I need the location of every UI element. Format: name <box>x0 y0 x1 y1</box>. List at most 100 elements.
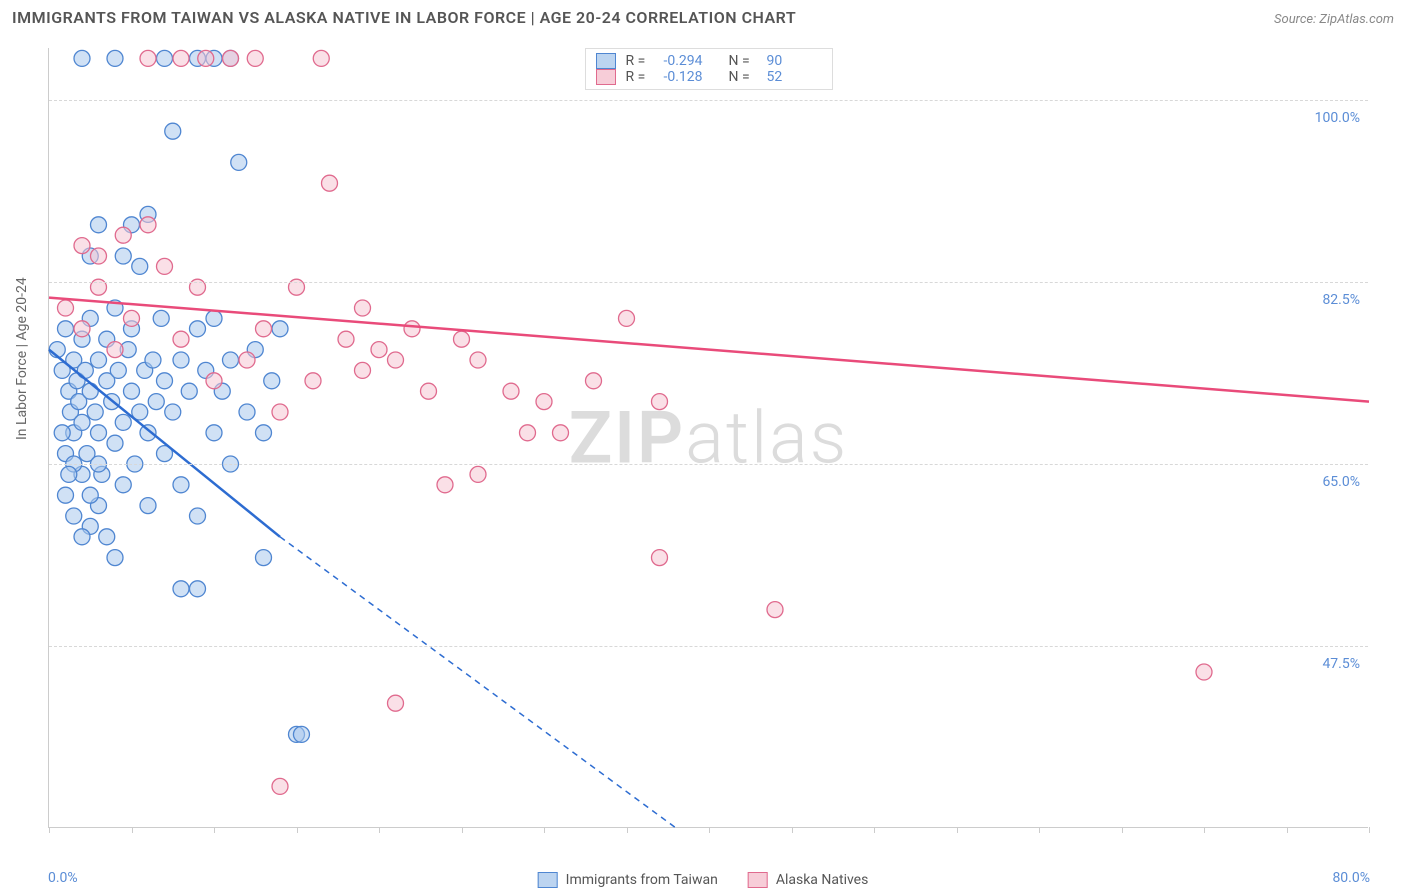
legend-swatch <box>538 872 558 888</box>
data-point <box>231 154 247 170</box>
data-point <box>190 321 206 337</box>
data-point <box>145 352 161 368</box>
x-tick <box>297 827 298 833</box>
data-point <box>247 50 263 66</box>
y-axis-title: In Labor Force | Age 20-24 <box>14 277 30 440</box>
data-point <box>190 581 206 597</box>
data-point <box>272 404 288 420</box>
legend-r-label: R = <box>626 69 654 85</box>
scatter-svg <box>49 48 1368 827</box>
data-point <box>173 581 189 597</box>
data-point <box>99 529 115 545</box>
legend-swatch <box>596 69 616 85</box>
data-point <box>124 310 140 326</box>
x-tick <box>1369 827 1370 833</box>
data-point <box>503 383 519 399</box>
gridline <box>49 100 1368 101</box>
y-tick-label: 47.5% <box>1322 656 1360 672</box>
data-point <box>388 695 404 711</box>
data-point <box>157 50 173 66</box>
data-point <box>58 487 74 503</box>
trendline-dashed <box>280 537 676 828</box>
data-point <box>74 321 90 337</box>
data-point <box>371 342 387 358</box>
data-point <box>140 498 156 514</box>
data-point <box>107 342 123 358</box>
data-point <box>87 404 103 420</box>
data-point <box>91 217 107 233</box>
x-axis-max-label: 80.0% <box>1332 870 1370 886</box>
x-tick <box>957 827 958 833</box>
legend-n-value: 90 <box>767 53 822 69</box>
series-legend-label: Alaska Natives <box>776 872 869 888</box>
series-legend: Immigrants from Taiwan Alaska Natives <box>538 872 869 888</box>
data-point <box>82 487 98 503</box>
data-point <box>110 362 126 378</box>
x-tick <box>792 827 793 833</box>
chart-title: IMMIGRANTS FROM TAIWAN VS ALASKA NATIVE … <box>12 8 796 27</box>
x-tick <box>709 827 710 833</box>
chart-source: Source: ZipAtlas.com <box>1274 12 1394 27</box>
data-point <box>272 778 288 794</box>
x-tick <box>49 827 50 833</box>
data-point <box>74 50 90 66</box>
data-point <box>190 508 206 524</box>
x-tick <box>462 827 463 833</box>
data-point <box>619 310 635 326</box>
data-point <box>91 425 107 441</box>
data-point <box>124 383 140 399</box>
data-point <box>132 258 148 274</box>
data-point <box>173 352 189 368</box>
data-point <box>652 394 668 410</box>
data-point <box>767 602 783 618</box>
data-point <box>115 227 131 243</box>
gridline <box>49 282 1368 283</box>
data-point <box>272 321 288 337</box>
data-point <box>140 217 156 233</box>
series-legend-item: Immigrants from Taiwan <box>538 872 718 888</box>
y-tick-label: 82.5% <box>1322 292 1360 308</box>
data-point <box>256 321 272 337</box>
data-point <box>74 238 90 254</box>
data-point <box>58 300 74 316</box>
data-point <box>107 435 123 451</box>
data-point <box>115 414 131 430</box>
data-point <box>66 508 82 524</box>
y-tick-label: 100.0% <box>1315 110 1360 126</box>
data-point <box>264 373 280 389</box>
legend-n-label: N = <box>729 69 757 85</box>
data-point <box>157 258 173 274</box>
data-point <box>74 414 90 430</box>
legend-row: R =-0.294N =90 <box>596 53 822 69</box>
data-point <box>91 248 107 264</box>
data-point <box>148 394 164 410</box>
data-point <box>536 394 552 410</box>
data-point <box>239 352 255 368</box>
data-point <box>322 175 338 191</box>
data-point <box>198 50 214 66</box>
data-point <box>454 331 470 347</box>
data-point <box>140 50 156 66</box>
data-point <box>173 50 189 66</box>
data-point <box>115 477 131 493</box>
x-tick <box>379 827 380 833</box>
data-point <box>173 331 189 347</box>
data-point <box>82 383 98 399</box>
data-point <box>173 477 189 493</box>
data-point <box>181 383 197 399</box>
x-tick <box>1204 827 1205 833</box>
legend-row: R =-0.128N =52 <box>596 69 822 85</box>
legend-swatch <box>596 53 616 69</box>
y-tick-label: 65.0% <box>1322 474 1360 490</box>
gridline <box>49 464 1368 465</box>
legend-r-value: -0.128 <box>664 69 719 85</box>
data-point <box>305 373 321 389</box>
data-point <box>470 466 486 482</box>
x-tick <box>132 827 133 833</box>
data-point <box>206 373 222 389</box>
correlation-legend: R =-0.294N =90R =-0.128N =52 <box>585 48 833 90</box>
data-point <box>293 726 309 742</box>
data-point <box>223 50 239 66</box>
x-tick <box>1287 827 1288 833</box>
data-point <box>115 248 131 264</box>
